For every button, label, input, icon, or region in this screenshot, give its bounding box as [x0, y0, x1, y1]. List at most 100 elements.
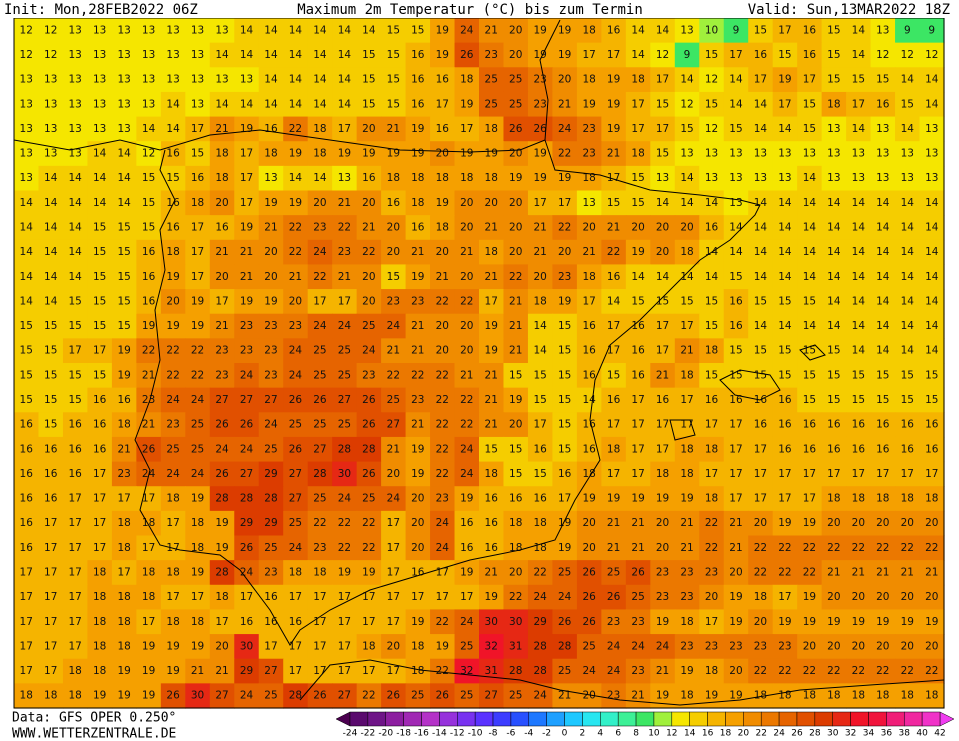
temperature-cell	[87, 239, 113, 266]
temperature-label: 13	[778, 172, 791, 184]
temperature-cell	[283, 486, 309, 512]
temperature-cell	[846, 436, 872, 463]
temperature-label: 17	[754, 74, 767, 86]
temperature-label: 23	[533, 98, 546, 110]
map-title: Maximum 2m Temperatur (°C) bis zum Termi…	[297, 2, 643, 18]
temperature-label: 19	[191, 640, 204, 652]
temperature-cell	[552, 658, 578, 684]
temperature-cell	[895, 165, 921, 192]
temperature-label: 18	[411, 172, 424, 184]
temperature-cell	[234, 91, 260, 118]
temperature-label: 21	[411, 320, 424, 332]
temperature-label: 13	[93, 24, 106, 36]
temperature-cell	[87, 683, 113, 709]
temperature-label: 14	[705, 271, 719, 283]
temperature-label: 32	[485, 640, 498, 652]
temperature-cell	[576, 363, 602, 389]
temperature-label: 15	[68, 369, 81, 381]
temperature-cell	[209, 239, 235, 266]
temperature-label: 22	[289, 246, 302, 258]
temperature-label: 17	[925, 468, 938, 480]
temperature-cell	[14, 436, 40, 463]
temperature-label: 15	[754, 369, 767, 381]
temperature-cell	[234, 67, 260, 93]
temperature-label: 17	[142, 542, 155, 554]
temperature-label: 14	[852, 197, 866, 209]
temperature-cell	[136, 42, 162, 68]
temperature-cell	[160, 387, 186, 413]
temperature-label: 17	[607, 419, 620, 431]
temperature-label: 15	[485, 443, 498, 455]
temperature-cell	[503, 634, 529, 660]
temperature-label: 14	[803, 320, 817, 332]
temperature-cell	[479, 313, 505, 339]
temperature-label: 15	[68, 320, 81, 332]
temperature-label: 16	[20, 443, 34, 455]
temperature-cell	[674, 141, 700, 167]
temperature-cell	[332, 535, 358, 561]
temperature-cell	[62, 634, 89, 660]
temperature-label: 15	[362, 98, 375, 110]
temperature-label: 21	[680, 542, 693, 554]
temperature-cell	[650, 634, 676, 660]
scale-label: 16	[702, 729, 714, 739]
scale-swatch	[653, 711, 673, 727]
temperature-cell	[479, 116, 505, 142]
temperature-cell	[381, 289, 407, 315]
temperature-label: 16	[362, 172, 376, 184]
temperature-label: 20	[436, 148, 449, 160]
temperature-label: 17	[44, 566, 57, 578]
temperature-cell	[846, 634, 872, 660]
temperature-label: 25	[264, 443, 277, 455]
temperature-label: 23	[729, 640, 742, 652]
temperature-label: 16	[631, 320, 645, 332]
temperature-cell	[87, 609, 113, 635]
temperature-label: 26	[558, 616, 572, 628]
scale-label: 10	[648, 729, 660, 739]
temperature-label: 13	[68, 74, 81, 86]
temperature-cell	[332, 560, 358, 586]
temperature-label: 14	[852, 123, 866, 135]
temperature-cell	[14, 215, 40, 241]
temperature-cell	[479, 387, 505, 413]
temperature-cell	[797, 535, 823, 561]
temperature-cell	[62, 338, 89, 364]
temperature-label: 19	[142, 690, 155, 702]
temperature-cell	[601, 387, 627, 413]
temperature-label: 22	[436, 369, 449, 381]
temperature-label: 12	[142, 148, 155, 160]
temperature-cell	[332, 461, 358, 487]
temperature-cell	[527, 116, 554, 142]
temperature-cell	[846, 42, 872, 68]
temperature-cell	[405, 42, 431, 68]
temperature-label: 23	[411, 394, 424, 406]
temperature-label: 14	[44, 271, 58, 283]
temperature-cell	[209, 289, 235, 315]
temperature-cell	[748, 412, 774, 438]
temperature-cell	[527, 313, 554, 339]
temperature-cell	[381, 683, 407, 709]
temperature-label: 23	[607, 616, 620, 628]
temperature-label: 16	[44, 493, 58, 505]
temperature-cell	[772, 486, 798, 512]
temperature-cell	[821, 313, 847, 339]
temperature-cell	[699, 18, 725, 44]
temperature-label: 16	[778, 394, 792, 406]
temperature-cell	[381, 313, 407, 339]
temperature-label: 16	[215, 221, 229, 233]
temperature-cell	[430, 18, 456, 44]
temperature-cell	[62, 412, 89, 438]
temperature-cell	[748, 634, 774, 660]
temperature-cell	[479, 560, 505, 586]
temperature-cell	[479, 42, 505, 68]
temperature-label: 18	[827, 493, 840, 505]
temperature-cell	[405, 412, 431, 438]
temperature-label: 19	[411, 123, 424, 135]
temperature-label: 23	[656, 566, 669, 578]
temperature-cell	[62, 363, 89, 389]
temperature-label: 20	[460, 271, 473, 283]
temperature-label: 17	[20, 591, 33, 603]
temperature-cell	[821, 658, 847, 684]
temperature-label: 17	[289, 591, 302, 603]
temperature-cell	[699, 461, 725, 487]
